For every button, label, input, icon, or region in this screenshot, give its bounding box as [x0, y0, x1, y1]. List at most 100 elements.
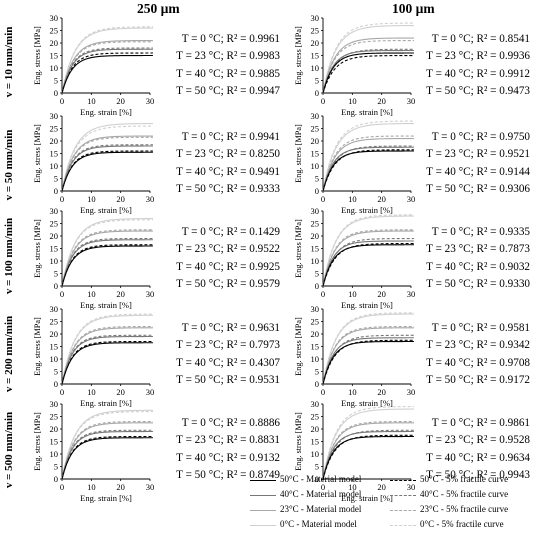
x-axis-label: Eng. strain [%] — [80, 398, 132, 408]
r2-line-23c: T = 23 °C; R² = 0.8250 — [176, 148, 280, 161]
series-line — [61, 136, 153, 192]
legend-swatch — [390, 525, 416, 526]
series-line — [322, 54, 414, 94]
r2-line-0c: T = 0 °C; R² = 0.9581 — [431, 322, 530, 334]
x-tick-label: 20 — [116, 387, 125, 397]
r2-value: 0.9172 — [499, 373, 530, 386]
r2-line-40c: T = 40 °C; R² = 0.9634 — [426, 451, 530, 464]
r2-block: T = 0 °C; R² = 0.9335 T = 23 °C; R² = 0.… — [410, 224, 530, 293]
r2-block: T = 0 °C; R² = 0.8886 T = 23 °C; R² = 0.… — [160, 415, 280, 484]
r2-value: 0.7873 — [499, 243, 530, 256]
x-tick-label: 30 — [407, 289, 416, 299]
series-line — [322, 145, 414, 192]
r2-value: 0.9473 — [499, 84, 530, 97]
r2-line-50c: T = 50 °C; R² = 0.9172 — [426, 373, 530, 386]
y-tick-label: 15 — [311, 436, 320, 446]
y-tick-label: 30 — [311, 13, 320, 23]
r2-value: 0.9579 — [249, 277, 280, 290]
y-tick-label: 5 — [315, 268, 319, 278]
x-tick-label: 30 — [146, 387, 155, 397]
r2-line-0c: T = 0 °C; R² = 0.9961 — [181, 33, 280, 45]
y-tick-label: 25 — [311, 316, 320, 326]
series-line — [322, 149, 414, 192]
y-tick-label: 30 — [311, 111, 320, 121]
y-tick-label: 5 — [54, 268, 58, 278]
y-tick-label: 30 — [50, 13, 59, 23]
series-line — [322, 334, 414, 385]
r2-value: 0.9961 — [249, 33, 280, 45]
y-tick-label: 5 — [54, 366, 58, 376]
r2-value: 0.9132 — [249, 451, 280, 464]
r2-value: 0.9144 — [499, 165, 530, 178]
r2-block: T = 0 °C; R² = 0.9861 T = 23 °C; R² = 0.… — [410, 415, 530, 484]
series-line — [61, 327, 153, 385]
r2-value: 0.9491 — [249, 165, 280, 178]
series-line — [322, 242, 414, 287]
legend-label: 23°C - Material model — [280, 504, 362, 514]
r2-value: 0.9335 — [499, 226, 530, 238]
r2-line-40c: T = 40 °C; R² = 0.9925 — [176, 260, 280, 273]
r2-value: 0.9521 — [499, 148, 530, 161]
r2-line-40c: T = 40 °C; R² = 0.9144 — [426, 165, 530, 178]
series-line — [322, 327, 414, 385]
y-tick-label: 5 — [54, 75, 58, 85]
legend-swatch — [390, 480, 416, 481]
series-line — [322, 146, 414, 192]
y-tick-label: 0 — [54, 474, 58, 484]
y-tick-label: 5 — [315, 75, 319, 85]
y-tick-label: 20 — [311, 38, 320, 48]
y-axis-label: Eng. stress [MPa] — [294, 219, 303, 278]
x-axis-label: Eng. strain [%] — [341, 398, 393, 408]
x-tick-label: 0 — [60, 482, 64, 492]
x-tick-label: 0 — [321, 289, 325, 299]
series-line — [322, 135, 414, 192]
series-line — [322, 422, 414, 480]
x-tick-label: 30 — [407, 482, 416, 492]
y-tick-label: 20 — [50, 38, 59, 48]
series-line — [322, 339, 414, 385]
x-tick-label: 20 — [377, 289, 386, 299]
x-tick-label: 10 — [87, 96, 96, 106]
series-line — [61, 26, 153, 94]
row-header-label: v = 200 mm/min — [3, 315, 15, 393]
r2-value: 0.9522 — [249, 243, 280, 256]
series-line — [322, 120, 414, 192]
legend-label: 40°C - 5% fractile curve — [420, 489, 509, 499]
r2-value: 0.9634 — [499, 451, 530, 464]
x-tick-label: 20 — [377, 96, 386, 106]
y-tick-label: 30 — [50, 399, 59, 409]
series-line — [61, 39, 153, 94]
y-axis-label: Eng. stress [MPa] — [33, 26, 42, 85]
y-tick-label: 30 — [311, 399, 320, 409]
r2-block: T = 0 °C; R² = 0.9631 T = 23 °C; R² = 0.… — [160, 320, 280, 389]
x-axis-label: Eng. strain [%] — [80, 493, 132, 503]
series-line — [61, 229, 153, 287]
series-line — [61, 435, 153, 480]
r2-line-40c: T = 40 °C; R² = 0.9132 — [176, 451, 280, 464]
y-tick-label: 0 — [315, 281, 319, 291]
y-tick-label: 5 — [54, 173, 58, 183]
r2-line-0c: T = 0 °C; R² = 0.8886 — [181, 417, 280, 429]
r2-value: 0.9631 — [249, 322, 280, 334]
x-tick-label: 30 — [146, 194, 155, 204]
r2-line-50c: T = 50 °C; R² = 0.9473 — [426, 84, 530, 97]
r2-line-50c: T = 50 °C; R² = 0.8749 — [176, 468, 280, 481]
r2-value: 0.4307 — [249, 356, 280, 369]
r2-block: T = 0 °C; R² = 0.9581 T = 23 °C; R² = 0.… — [410, 320, 530, 389]
series-line — [61, 47, 153, 94]
r2-line-23c: T = 23 °C; R² = 0.7973 — [176, 339, 280, 352]
y-tick-label: 0 — [54, 379, 58, 389]
r2-line-23c: T = 23 °C; R² = 0.9521 — [426, 148, 530, 161]
x-tick-label: 20 — [116, 289, 125, 299]
r2-value: 0.9861 — [499, 417, 530, 429]
series-line — [61, 437, 153, 480]
y-tick-label: 15 — [50, 50, 59, 60]
series-line — [61, 48, 153, 94]
x-tick-label: 20 — [116, 482, 125, 492]
x-tick-label: 30 — [146, 289, 155, 299]
y-tick-label: 5 — [315, 461, 319, 471]
